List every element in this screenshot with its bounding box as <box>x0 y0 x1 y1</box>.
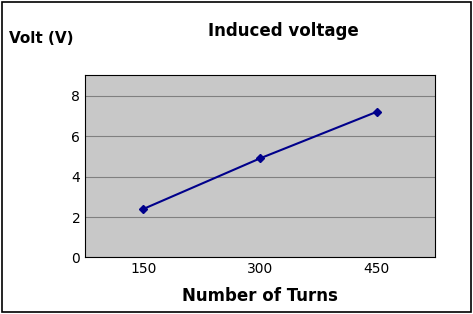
Text: Volt (V): Volt (V) <box>9 31 74 46</box>
Text: Number of Turns: Number of Turns <box>182 287 338 305</box>
Text: Induced voltage: Induced voltage <box>209 22 359 40</box>
